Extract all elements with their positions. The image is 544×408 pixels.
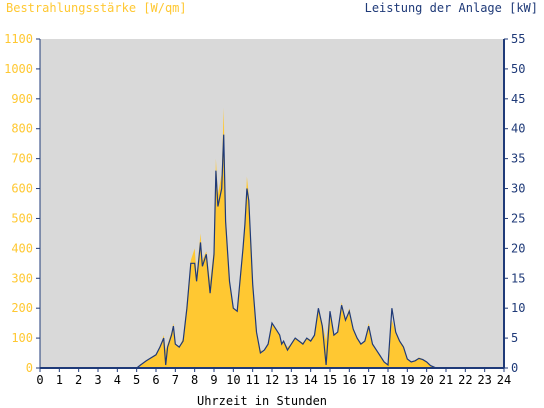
- x-tick-label: 14: [303, 373, 317, 387]
- y-left-tick-label: 600: [11, 182, 33, 196]
- y-right-tick-label: 0: [511, 361, 518, 375]
- y-left-tick-label: 300: [11, 271, 33, 285]
- x-tick-label: 20: [419, 373, 433, 387]
- x-tick-label: 22: [458, 373, 472, 387]
- y-left-tick-label: 400: [11, 241, 33, 255]
- y-left-tick-label: 100: [11, 331, 33, 345]
- x-tick-label: 12: [265, 373, 279, 387]
- y-right-tick-label: 5: [511, 331, 518, 345]
- x-tick-label: 13: [284, 373, 298, 387]
- x-tick-label: 0: [36, 373, 43, 387]
- y-right-tick-label: 25: [511, 211, 525, 225]
- y-right-tick-label: 20: [511, 241, 525, 255]
- x-tick-label: 6: [152, 373, 159, 387]
- y-axis-left: 0 100 200 300 400 500 600 700 800 900 1000 1100: [4, 32, 41, 375]
- x-tick-label: 11: [245, 373, 259, 387]
- y-axis-right: 0 5 10 15 20 25 30 35 40 45 50 55: [503, 32, 525, 375]
- plot-background: [40, 39, 504, 368]
- y-left-tick-label: 200: [11, 301, 33, 315]
- y-right-tick-label: 40: [511, 122, 525, 136]
- x-axis: 0 1 2 3 4 5 6 7 8 9 10 11 12 13 14 15 16 17 18 19 20 21 22 23 24: [36, 367, 511, 387]
- right-axis-title: Leistung der Anlage [kW]: [365, 1, 538, 15]
- x-tick-label: 15: [323, 373, 337, 387]
- x-tick-label: 17: [361, 373, 375, 387]
- y-left-tick-label: 800: [11, 122, 33, 136]
- y-left-tick-label: 1100: [4, 32, 33, 46]
- power-line: [40, 134, 504, 369]
- y-right-tick-label: 55: [511, 32, 525, 46]
- x-tick-label: 3: [94, 373, 101, 387]
- y-right-tick-label: 50: [511, 62, 525, 76]
- x-tick-label: 8: [191, 373, 198, 387]
- y-left-tick-label: 1000: [4, 62, 33, 76]
- x-tick-label: 10: [226, 373, 240, 387]
- y-right-tick-label: 30: [511, 182, 525, 196]
- y-right-tick-label: 10: [511, 301, 525, 315]
- x-tick-label: 9: [210, 373, 217, 387]
- x-tick-label: 16: [342, 373, 356, 387]
- y-left-tick-label: 900: [11, 92, 33, 106]
- x-tick-label: 24: [497, 373, 511, 387]
- x-tick-label: 7: [172, 373, 179, 387]
- x-tick-label: 23: [477, 373, 491, 387]
- x-tick-label: 5: [133, 373, 140, 387]
- y-left-tick-label: 500: [11, 211, 33, 225]
- y-right-tick-label: 45: [511, 92, 525, 106]
- x-tick-label: 21: [439, 373, 453, 387]
- x-tick-label: 2: [75, 373, 82, 387]
- y-right-tick-label: 35: [511, 152, 525, 166]
- x-tick-label: 1: [56, 373, 63, 387]
- x-tick-label: 4: [114, 373, 121, 387]
- left-axis-title: Bestrahlungsstärke [W/qm]: [6, 1, 187, 15]
- y-right-tick-label: 15: [511, 271, 525, 285]
- y-left-tick-label: 0: [26, 361, 33, 375]
- x-tick-label: 19: [400, 373, 414, 387]
- x-axis-title: Uhrzeit in Stunden: [197, 394, 327, 408]
- x-tick-label: 18: [381, 373, 395, 387]
- y-left-tick-label: 700: [11, 152, 33, 166]
